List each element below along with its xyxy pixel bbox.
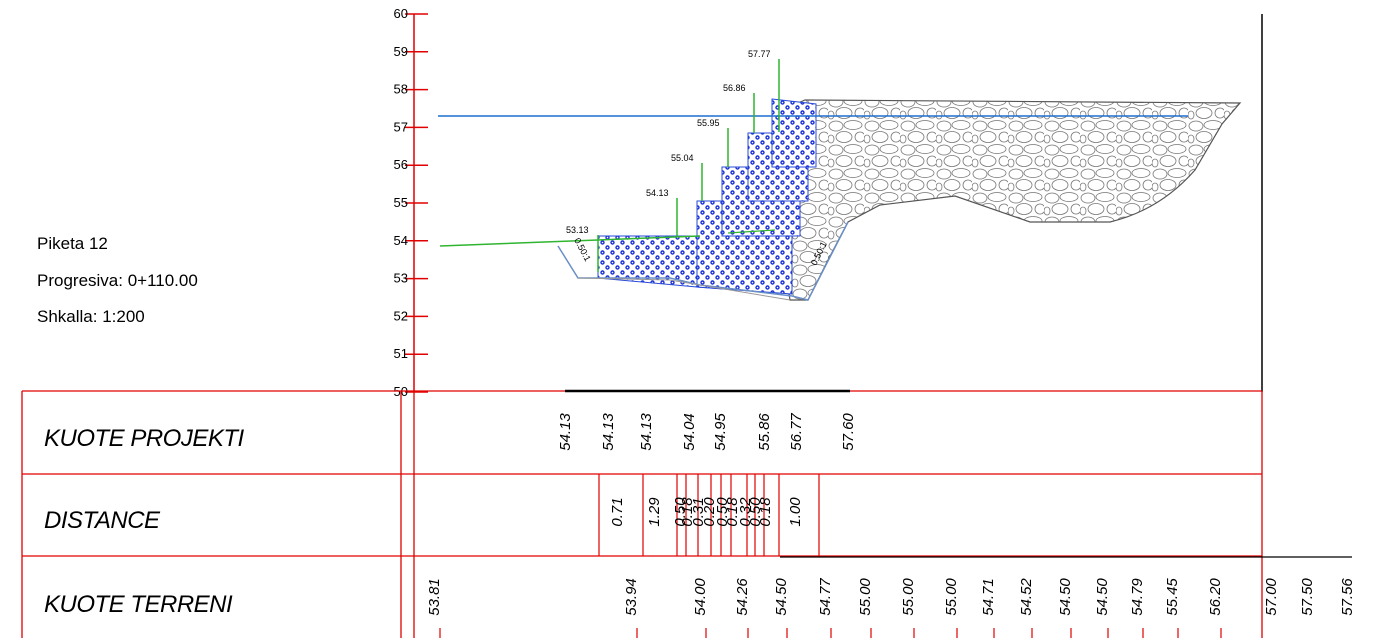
distance-value: 0.32 [737,497,754,527]
terreni-value: 56.20 [1207,578,1224,616]
distance-dividers [598,474,820,556]
distance-value: 1.00 [787,497,804,527]
terreni-value: 54.71 [980,578,997,616]
distance-value: 0.50 [672,497,689,527]
terreni-value: 57.56 [1339,578,1356,616]
terreni-value: 54.50 [1094,578,1111,616]
terreni-value: 54.50 [1057,578,1074,616]
terreni-value: 54.77 [817,578,834,616]
axis-tick-label: 57 [394,119,408,134]
row-label-kuote-terreni: KUOTE TERRENI [44,591,233,618]
terrain-ticks [439,628,1222,638]
row-label-kuote-projekti: KUOTE PROJEKTI [44,425,245,452]
projekti-value: 54.13 [600,413,617,451]
terreni-value: 53.81 [426,578,443,616]
axis-tick-label: 60 [394,6,408,21]
terreni-value: 57.00 [1263,578,1280,616]
terreni-value: 54.79 [1129,578,1146,616]
ground-line-segment [727,229,776,234]
step-elevation-1: 53.13 [566,225,589,235]
step-markers [597,59,780,272]
projekti-value: 56.77 [788,413,805,451]
axis-tick-label: 52 [394,308,408,323]
shkalla-label: Shkalla: 1:200 [37,307,145,326]
piketa-label: Piketa 12 [37,234,108,253]
progresiva-label: Progresiva: 0+110.00 [37,271,198,290]
terreni-value: 55.00 [943,578,960,616]
projekti-value: 54.95 [712,413,729,451]
distance-value: 0.20 [701,497,718,527]
projekti-value: 54.13 [638,413,655,451]
projekti-value: 55.86 [756,413,773,451]
terreni-value: 53.94 [623,578,640,616]
distance-value: 0.50 [714,497,731,527]
axis-tick-label: 58 [394,82,408,97]
distance-value: 0.31 [690,497,707,526]
axis-tick-label: 54 [394,233,408,248]
terreni-value: 55.00 [900,578,917,616]
distance-value: 0.18 [724,497,741,527]
step-elevation-4: 55.95 [697,118,720,128]
terreni-value: 57.50 [1299,578,1316,616]
distance-value: 1.29 [646,497,663,527]
distance-value: 0.50 [747,497,764,527]
terreni-value: 55.00 [857,578,874,616]
terreni-value: 54.00 [692,578,709,616]
projekti-value: 54.04 [681,413,698,451]
axis-tick-label: 59 [394,44,408,59]
step-elevation-6: 57.77 [748,49,771,59]
gabion-wall [597,98,817,295]
terreni-value: 54.52 [1018,578,1035,616]
step-elevation-2: 54.13 [646,188,669,198]
terreni-value: 54.50 [773,578,790,616]
row-label-distance: DISTANCE [44,507,161,534]
distance-value: 0.18 [757,497,774,527]
projekti-value: 54.13 [557,413,574,451]
base-inner-line [577,277,791,301]
axis-tick-label: 55 [394,195,408,210]
riprap-fill [779,99,1242,301]
step-elevation-5: 56.86 [723,83,746,93]
terreni-value: 55.45 [1164,578,1181,616]
distance-value: 0.18 [679,497,696,527]
axis-tick-label: 56 [394,157,408,172]
distance-value: 0.71 [609,497,626,526]
projekti-value: 57.60 [840,413,857,451]
step-elevation-3: 55.04 [671,153,694,163]
axis-tick-label: 53 [394,271,408,286]
axis-tick-label: 51 [394,346,408,361]
terreni-value: 54.26 [734,578,751,616]
